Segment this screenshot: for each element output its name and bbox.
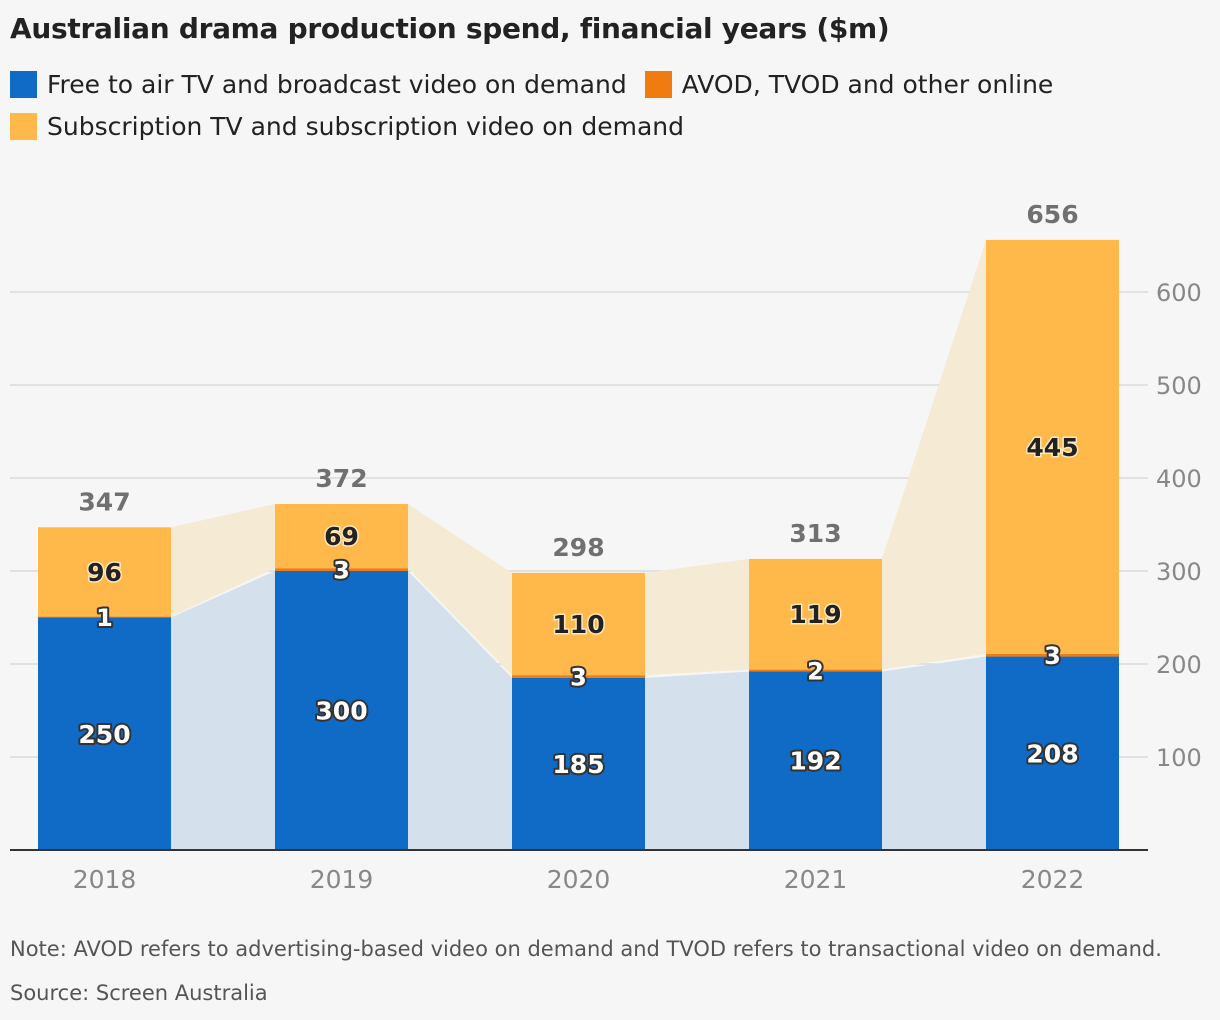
total-label: 656 — [1026, 200, 1078, 229]
x-tick-label: 2018 — [73, 865, 137, 894]
data-label-fta: 185 — [552, 750, 604, 779]
y-tick-label: 300 — [1156, 558, 1202, 586]
bar-svod-2020 — [512, 572, 645, 676]
legend-swatch — [10, 112, 37, 140]
bar-avod-2018 — [38, 616, 171, 618]
svod-connector-band — [882, 239, 986, 670]
fta-connector-band — [408, 571, 512, 850]
data-label-svod: 69 — [324, 522, 359, 551]
fta-connector-band — [171, 571, 275, 850]
y-tick-label: 400 — [1156, 465, 1202, 493]
chart-source: Source: Screen Australia — [10, 981, 268, 1005]
data-label-fta: 192 — [789, 747, 841, 776]
x-tick-label: 2019 — [310, 865, 374, 894]
chart-title: Australian drama production spend, finan… — [10, 12, 890, 45]
y-tick-label: 600 — [1156, 279, 1202, 307]
data-label-fta: 208 — [1026, 739, 1078, 768]
bar-avod-2019 — [275, 568, 408, 571]
fta-connector-band — [882, 656, 986, 850]
fta-connector-band — [645, 671, 749, 850]
total-label: 298 — [552, 533, 604, 562]
legend-label: AVOD, TVOD and other online — [681, 69, 1054, 99]
legend-item-2: AVOD, TVOD and other online — [644, 69, 1054, 99]
bar-svod-2022 — [986, 239, 1119, 654]
bar-avod-2021 — [749, 669, 882, 672]
data-label-avod: 1 — [96, 604, 113, 632]
bar-svod-2018 — [38, 527, 171, 617]
legend-swatch — [644, 70, 672, 98]
bar-svod-2019 — [275, 504, 408, 569]
bar-avod-2022 — [986, 653, 1119, 657]
data-label-svod: 110 — [552, 610, 604, 639]
bar-avod-2020 — [512, 675, 645, 678]
y-tick-label: 500 — [1156, 372, 1202, 400]
total-label: 347 — [78, 487, 130, 516]
bar-fta-2021 — [749, 671, 882, 850]
data-label-avod: 3 — [570, 664, 587, 692]
bar-fta-2020 — [512, 677, 645, 850]
data-label-svod: 119 — [789, 600, 841, 629]
chart-note: Note: AVOD refers to advertising-based v… — [10, 937, 1162, 961]
total-label: 372 — [315, 464, 367, 493]
legend-label: Subscription TV and subscription video o… — [47, 111, 684, 141]
legend-swatch — [10, 70, 37, 98]
bar-fta-2018 — [38, 617, 171, 850]
data-label-avod: 2 — [807, 658, 824, 686]
svod-connector-band — [408, 504, 512, 676]
x-tick-label: 2022 — [1021, 865, 1085, 894]
data-label-fta: 300 — [315, 697, 367, 726]
y-tick-label: 200 — [1156, 651, 1202, 679]
legend-item-1: Free to air TV and broadcast video on de… — [10, 69, 627, 99]
y-tick-label: 100 — [1156, 744, 1202, 772]
svod-connector-band — [171, 504, 275, 617]
data-label-avod: 3 — [1044, 642, 1061, 670]
data-label-svod: 96 — [87, 558, 122, 587]
data-label-fta: 250 — [78, 720, 130, 749]
x-tick-label: 2020 — [547, 865, 611, 894]
total-label: 313 — [789, 519, 841, 548]
stacked-bar-chart: 100 200 300 400 500 600 2018 347 250 1 96 2019 372 30… — [10, 200, 1202, 894]
bar-svod-2021 — [749, 558, 882, 670]
chart-legend: Free to air TV and broadcast video on de… — [10, 69, 1190, 141]
bar-fta-2019 — [275, 571, 408, 850]
legend-item-3: Subscription TV and subscription video o… — [10, 111, 684, 141]
data-label-avod: 3 — [333, 557, 350, 585]
data-label-svod: 445 — [1026, 433, 1078, 462]
x-tick-label: 2021 — [784, 865, 848, 894]
legend-label: Free to air TV and broadcast video on de… — [47, 69, 627, 99]
bar-fta-2022 — [986, 656, 1119, 850]
svod-connector-band — [645, 558, 749, 676]
